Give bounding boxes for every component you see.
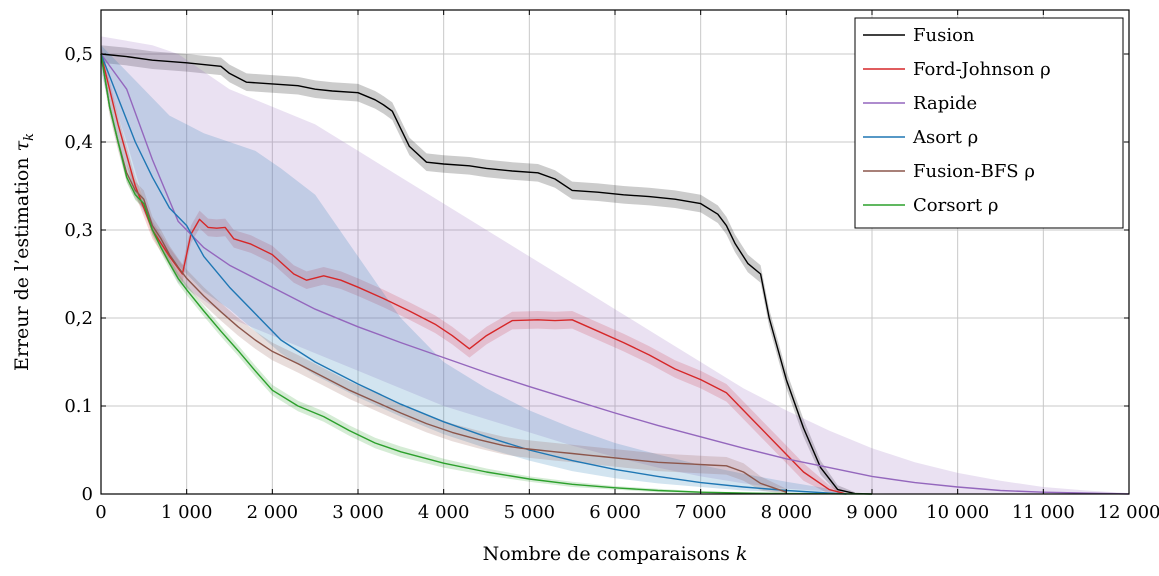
legend-box (854, 17, 1124, 229)
x-tick-label: 10 000 (926, 502, 989, 523)
x-tick-label: 3 000 (332, 502, 384, 523)
band-2 (101, 36, 1129, 495)
y-tick-label: 0.1 (64, 396, 93, 417)
x-tick-label: 8 000 (761, 502, 813, 523)
confidence-bands (101, 36, 1129, 495)
y-tick-label: 0,4 (64, 132, 93, 153)
x-tick-label: 7 000 (675, 502, 727, 523)
legend-label: Corsort ρ (913, 195, 998, 216)
series-lines (100, 53, 1130, 495)
series-line-1 (100, 53, 847, 495)
x-tick-label: 2 000 (247, 502, 299, 523)
series-line-5 (100, 53, 873, 495)
series-line-0 (100, 53, 873, 495)
y-tick-label: 0,2 (64, 308, 93, 329)
legend-label: Fusion-BFS ρ (913, 161, 1035, 182)
legend: Fusion Ford-Johnson ρ Rapide Asort ρ Fusion-… (854, 17, 1124, 229)
ticks: 0 1 000 2 000 3 000 4 000 5 000 6 000 7 000 8 00… (64, 10, 1159, 523)
band-3 (101, 45, 847, 494)
y-tick-label: 0 (82, 484, 93, 505)
y-axis-label: Erreur de l’estimation τk (11, 133, 37, 371)
y-tick-label: 0,5 (64, 44, 93, 65)
x-tick-label: 12 000 (1098, 502, 1159, 523)
series-line-2 (100, 53, 1130, 495)
series-line-4 (100, 53, 787, 493)
x-tick-label: 0 (95, 502, 106, 523)
legend-label: Rapide (913, 93, 977, 114)
x-tick-label: 11 000 (1012, 502, 1075, 523)
x-tick-label: 1 000 (161, 502, 213, 523)
x-axis-label: Nombre de comparaisons k (483, 543, 748, 565)
legend-label: Asort ρ (912, 127, 978, 148)
y-tick-label: 0,3 (64, 220, 93, 241)
x-tick-label: 4 000 (418, 502, 470, 523)
x-tick-label: 9 000 (846, 502, 898, 523)
series-line-3 (100, 53, 847, 495)
legend-label: Fusion (913, 25, 975, 46)
x-tick-label: 5 000 (504, 502, 556, 523)
legend-label: Ford-Johnson ρ (913, 59, 1051, 80)
x-tick-label: 6 000 (589, 502, 641, 523)
